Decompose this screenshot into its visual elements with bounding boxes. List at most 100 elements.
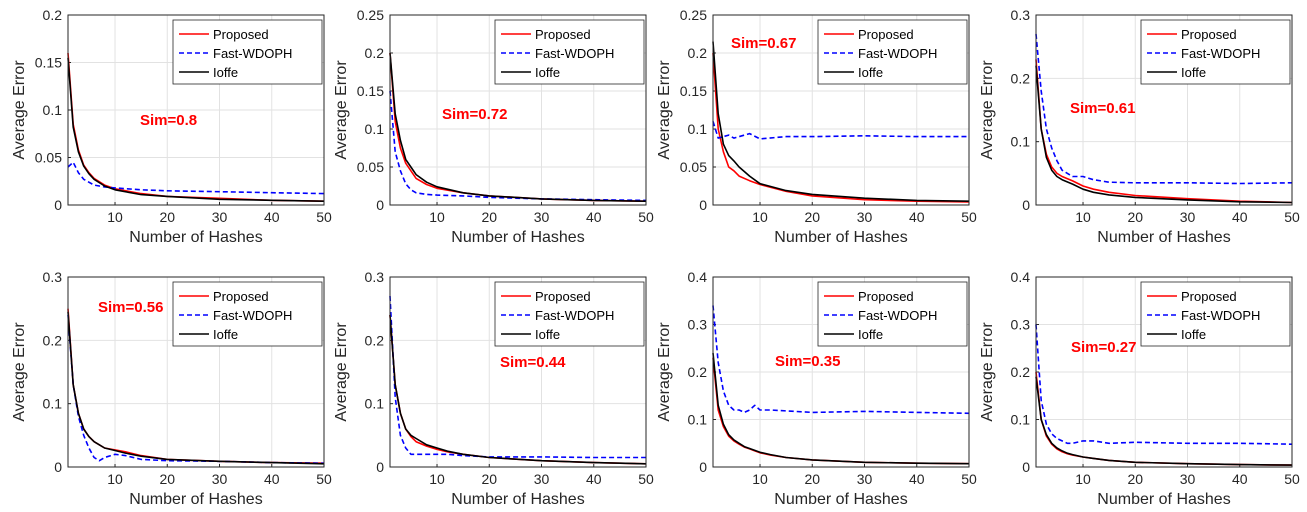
chart-panel-3: 10 20 30 40 50 0 0.05 0.1 0.15 0.2 0.25 Number of H…	[656, 7, 977, 246]
axes-box	[67, 276, 325, 468]
legend-label: Ioffe	[213, 327, 238, 342]
legend-label: Fast-WDOPH	[1181, 46, 1260, 61]
y-tick-label: 0.2	[688, 364, 708, 380]
legend: Proposed Fast-WDOPH Ioffe	[1140, 19, 1291, 85]
y-tick-label: 0.2	[1011, 70, 1031, 86]
x-tick-label: 50	[1284, 471, 1300, 487]
series-line-fast-wdoph	[712, 121, 969, 140]
axes-box	[1035, 14, 1293, 206]
y-tick-label: 0.3	[1011, 7, 1031, 23]
legend-label: Proposed	[535, 289, 591, 304]
x-tick-label: 20	[804, 471, 820, 487]
legend-label: Fast-WDOPH	[1181, 308, 1260, 323]
chart-panel-1: 10 20 30 40 50 0 0.05 0.1 0.15 0.2 Number of Hashe…	[11, 7, 332, 246]
y-tick-label: 0.05	[35, 150, 62, 166]
x-axis-label: Number of Hashes	[774, 491, 907, 508]
sim-annotation: Sim=0.67	[731, 35, 796, 52]
x-tick-label: 20	[159, 209, 175, 225]
series-line-ioffe	[1035, 65, 1293, 204]
chart-panel-2: 10 20 30 40 50 0 0.05 0.1 0.15 0.2 0.25 Number of H…	[333, 7, 654, 246]
x-tick-label: 10	[429, 471, 445, 487]
x-tick-label: 50	[316, 471, 332, 487]
x-tick-label: 10	[107, 471, 123, 487]
x-tick-label: 20	[481, 471, 497, 487]
axes-box	[1035, 276, 1293, 468]
axes-box	[67, 14, 325, 206]
y-tick-label: 0.25	[680, 7, 707, 23]
sim-annotation: Sim=0.44	[500, 354, 566, 371]
x-tick-label: 10	[1075, 209, 1091, 225]
x-tick-label: 40	[264, 471, 280, 487]
x-tick-label: 10	[107, 209, 123, 225]
y-tick-label: 0.05	[357, 159, 384, 175]
chart-panel-6: 10 20 30 40 50 0 0.1 0.2 0.3 Number of Hashes Aver…	[333, 269, 654, 508]
legend-label: Proposed	[858, 27, 914, 42]
x-tick-label: 30	[857, 471, 873, 487]
series-line-proposed	[712, 52, 970, 203]
legend: Proposed Fast-WDOPH Ioffe	[1140, 281, 1291, 347]
series-line-fast-wdoph	[389, 295, 646, 459]
x-tick-label: 50	[1284, 209, 1300, 225]
series-line-proposed	[1035, 59, 1293, 204]
y-tick-label: 0	[1022, 459, 1030, 475]
series-line-ioffe	[389, 314, 647, 465]
y-axis-label: Average Error	[11, 322, 28, 422]
legend: Proposed Fast-WDOPH Ioffe	[494, 19, 645, 85]
x-axis-label: Number of Hashes	[1097, 229, 1230, 246]
x-tick-label: 10	[752, 209, 768, 225]
legend: Proposed Fast-WDOPH Ioffe	[172, 19, 323, 85]
legend-box	[494, 19, 645, 85]
legend-box	[817, 281, 968, 347]
series-line-ioffe	[389, 52, 647, 202]
series-line-fast-wdoph	[67, 161, 325, 195]
y-tick-label: 0	[54, 197, 62, 213]
legend-box	[172, 19, 323, 85]
y-tick-label: 0.1	[688, 121, 708, 137]
y-tick-label: 0.4	[688, 269, 708, 285]
series-line-ioffe	[67, 311, 325, 465]
y-tick-label: 0.1	[365, 396, 385, 412]
x-tick-label: 10	[752, 471, 768, 487]
x-tick-label: 40	[909, 209, 925, 225]
x-tick-label: 40	[1232, 471, 1248, 487]
y-tick-label: 0.1	[43, 396, 63, 412]
x-tick-label: 50	[961, 209, 977, 225]
y-axis-label: Average Error	[333, 322, 350, 422]
sim-annotation: Sim=0.72	[442, 106, 507, 123]
x-axis-label: Number of Hashes	[451, 491, 584, 508]
legend-label: Fast-WDOPH	[858, 46, 937, 61]
x-tick-label: 30	[1180, 209, 1196, 225]
y-tick-label: 0	[376, 459, 384, 475]
legend-label: Proposed	[858, 289, 914, 304]
y-axis-label: Average Error	[11, 60, 28, 160]
sim-annotation: Sim=0.56	[98, 299, 163, 316]
chart-panel-5: 10 20 30 40 50 0 0.1 0.2 0.3 Number of Hashes Aver…	[11, 269, 332, 508]
x-axis-label: Number of Hashes	[451, 229, 584, 246]
y-tick-label: 0.15	[35, 55, 62, 71]
chart-panel-4: 10 20 30 40 50 0 0.1 0.2 0.3 Number of Hashes Aver…	[979, 7, 1300, 246]
x-tick-label: 40	[264, 209, 280, 225]
y-tick-label: 0.3	[365, 269, 385, 285]
axes-box	[389, 276, 647, 468]
legend-box	[494, 281, 645, 347]
y-tick-label: 0.4	[1011, 269, 1031, 285]
x-tick-label: 30	[212, 209, 228, 225]
legend-box	[1140, 281, 1291, 347]
legend: Proposed Fast-WDOPH Ioffe	[494, 281, 645, 347]
legend-label: Proposed	[1181, 27, 1237, 42]
y-tick-label: 0.2	[43, 7, 63, 23]
series-line-fast-wdoph	[1035, 324, 1293, 445]
x-axis-label: Number of Hashes	[1097, 491, 1230, 508]
series-line-fast-wdoph	[1035, 33, 1293, 185]
series-line-ioffe	[1035, 376, 1293, 466]
x-tick-label: 40	[586, 209, 602, 225]
legend-label: Ioffe	[535, 65, 560, 80]
legend-label: Proposed	[213, 289, 269, 304]
sim-annotation: Sim=0.8	[140, 112, 197, 129]
legend-label: Fast-WDOPH	[213, 308, 292, 323]
x-tick-label: 30	[857, 209, 873, 225]
y-tick-label: 0.2	[365, 45, 385, 61]
y-tick-label: 0	[699, 197, 707, 213]
x-tick-label: 20	[1127, 471, 1143, 487]
